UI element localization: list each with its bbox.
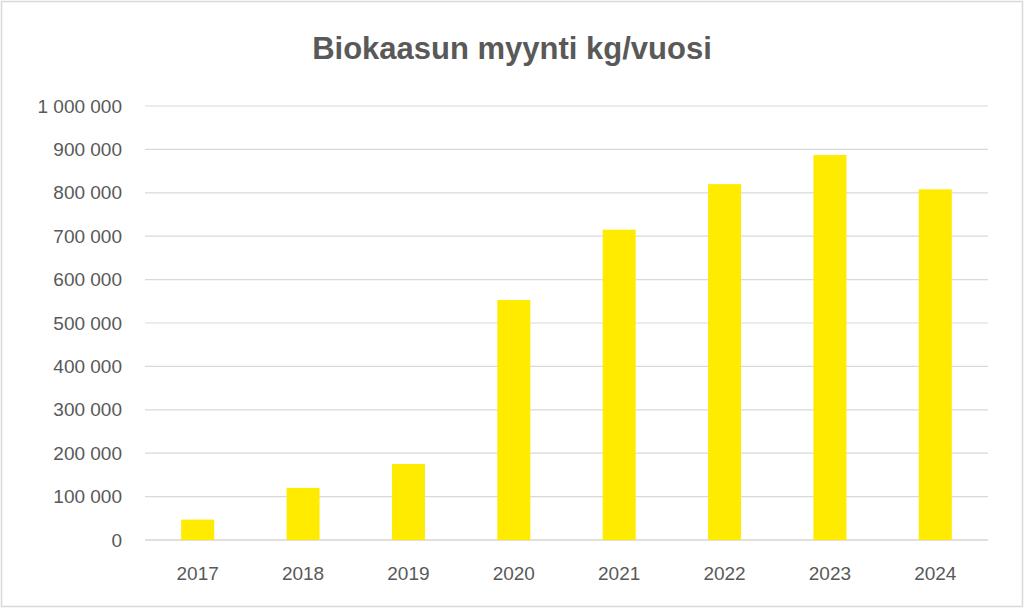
bar <box>919 189 952 540</box>
y-tick-label: 400 000 <box>53 356 122 377</box>
x-tick-label: 2021 <box>598 563 640 584</box>
x-tick-label: 2020 <box>493 563 535 584</box>
grid-line <box>145 236 988 237</box>
bar <box>708 184 741 540</box>
bar <box>603 230 636 540</box>
x-tick-label: 2024 <box>914 563 957 584</box>
bar <box>813 155 846 540</box>
grid-line <box>145 322 988 323</box>
grid-line <box>145 279 988 280</box>
grid <box>145 106 988 540</box>
x-tick-label: 2017 <box>177 563 219 584</box>
y-tick-label: 700 000 <box>53 226 122 247</box>
bar <box>181 520 214 540</box>
y-tick-label: 500 000 <box>53 313 122 334</box>
y-tick-label: 200 000 <box>53 443 122 464</box>
chart-border <box>2 2 1023 607</box>
chart-container: Biokaasun myynti kg/vuosi 0 100 000 200 000… <box>0 0 1024 608</box>
x-tick-label: 2023 <box>809 563 851 584</box>
bars <box>181 155 952 540</box>
bar <box>287 488 320 540</box>
chart-svg: Biokaasun myynti kg/vuosi 0 100 000 200 000… <box>0 0 1024 608</box>
x-tick-label: 2019 <box>387 563 429 584</box>
y-tick-label: 100 000 <box>53 486 122 507</box>
grid-line <box>145 453 988 454</box>
y-tick-label: 900 000 <box>53 139 122 160</box>
x-tick-label: 2022 <box>703 563 745 584</box>
bar <box>392 464 425 540</box>
grid-line <box>145 192 988 193</box>
grid-line <box>145 409 988 410</box>
y-tick-label: 800 000 <box>53 182 122 203</box>
y-tick-label: 300 000 <box>53 399 122 420</box>
grid-line <box>145 105 988 106</box>
grid-line <box>145 366 988 367</box>
bar <box>497 300 530 540</box>
grid-line <box>145 149 988 150</box>
y-tick-label: 600 000 <box>53 269 122 290</box>
grid-line <box>145 496 988 497</box>
chart-title: Biokaasun myynti kg/vuosi <box>312 31 712 66</box>
grid-line <box>145 539 988 540</box>
y-tick-label: 0 <box>111 530 122 551</box>
y-tick-label: 1 000 000 <box>37 96 122 117</box>
x-tick-label: 2018 <box>282 563 324 584</box>
